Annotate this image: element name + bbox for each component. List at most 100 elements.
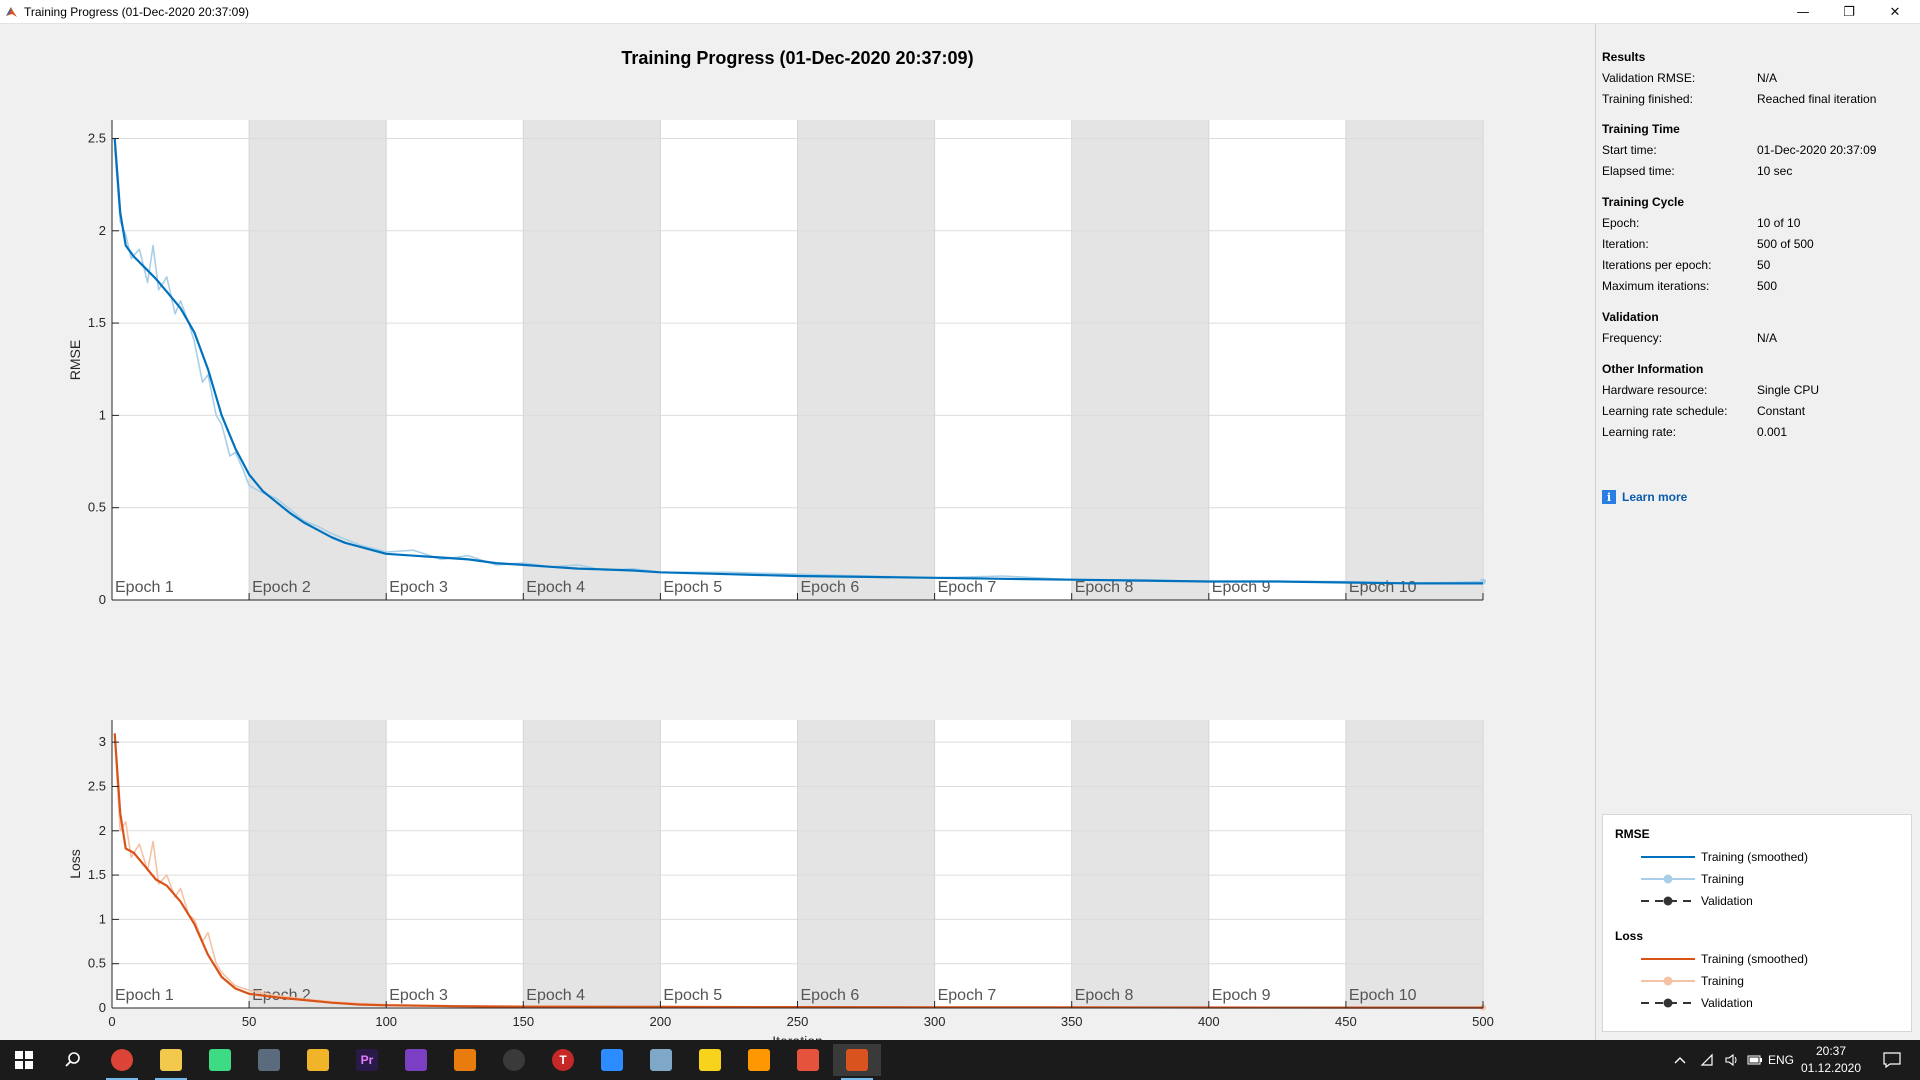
chevron-up-icon[interactable] xyxy=(1668,1040,1692,1080)
loss-y-tick-label: 1 xyxy=(99,911,106,926)
validation-rmse-value: N/A xyxy=(1757,71,1778,85)
restore-button[interactable]: ❐ xyxy=(1843,4,1855,20)
sublime-text-icon[interactable] xyxy=(735,1044,783,1076)
loss-epoch-label: Epoch 1 xyxy=(115,987,174,1004)
app-diamond-icon[interactable] xyxy=(784,1044,832,1076)
legend-rmse-item: Training xyxy=(1641,871,1744,887)
legend-swatch xyxy=(1641,998,1695,1008)
loss-epoch-label: Epoch 3 xyxy=(389,987,448,1004)
loss-chart[interactable]: Epoch 1 Epoch 2 Epoch 3 Epoch 4 Epoch 5 Epoch… xyxy=(0,664,1595,1064)
legend-loss-item: Training xyxy=(1641,973,1744,989)
loss-x-tick-label: 400 xyxy=(1198,1014,1220,1029)
panel-divider xyxy=(1595,24,1596,1040)
language-indicator[interactable]: ENG xyxy=(1767,1053,1794,1067)
loss-x-tick-label: 300 xyxy=(924,1014,946,1029)
legend-loss-item: Training (smoothed) xyxy=(1641,951,1808,967)
zoom-icon[interactable] xyxy=(588,1044,636,1076)
training-cycle-title: Training Cycle xyxy=(1602,195,1685,209)
info-icon: i xyxy=(1602,490,1616,504)
rmse-epoch-label: Epoch 9 xyxy=(1212,579,1271,596)
app-t-icon[interactable]: T xyxy=(539,1044,587,1076)
start-icon[interactable] xyxy=(0,1044,48,1076)
loss-epoch-label: Epoch 6 xyxy=(801,987,860,1004)
rmse-y-tick-label: 0 xyxy=(99,592,106,604)
loss-epoch-band xyxy=(523,720,661,1008)
frequency-label: Frequency: xyxy=(1602,331,1663,345)
loss-y-tick-label: 3 xyxy=(99,734,106,749)
clock-date: 01.12.2020 xyxy=(1800,1061,1862,1075)
loss-y-tick-label: 1.5 xyxy=(88,867,106,882)
iterations-per-epoch-value: 50 xyxy=(1757,258,1771,272)
android-studio-icon[interactable] xyxy=(196,1044,244,1076)
loss-y-tick-label: 0 xyxy=(99,1000,106,1015)
learning-rate-schedule-value: Constant xyxy=(1757,404,1806,418)
legend-label: Training xyxy=(1701,974,1744,988)
rmse-epoch-label: Epoch 5 xyxy=(663,579,722,596)
loss-y-tick-label: 2.5 xyxy=(88,778,106,793)
legend-rmse-title: RMSE xyxy=(1615,827,1650,841)
battery-icon[interactable] xyxy=(1744,1040,1766,1080)
close-button[interactable]: ✕ xyxy=(1889,4,1901,20)
loss-x-tick-label: 0 xyxy=(108,1014,115,1029)
network-icon[interactable] xyxy=(1696,1040,1718,1080)
epoch-value: 10 of 10 xyxy=(1757,216,1801,230)
legend-loss-title: Loss xyxy=(1615,929,1644,943)
app-bird-icon[interactable] xyxy=(637,1044,685,1076)
legend-swatch xyxy=(1641,896,1695,906)
validation-title: Validation xyxy=(1602,310,1659,324)
chrome-icon[interactable] xyxy=(98,1044,146,1080)
app-tool-icon[interactable] xyxy=(294,1044,342,1076)
loss-x-tick-label: 100 xyxy=(375,1014,397,1029)
learn-more-link[interactable]: i Learn more xyxy=(1602,490,1687,504)
rmse-epoch-band xyxy=(797,120,935,600)
blender-icon[interactable] xyxy=(441,1044,489,1076)
loss-series-training-smoothed xyxy=(113,733,1483,1009)
training-time-title: Training Time xyxy=(1602,122,1680,136)
legend-rmse-item: Training (smoothed) xyxy=(1641,849,1808,865)
maximum-iterations-label: Maximum iterations: xyxy=(1602,279,1710,293)
sticky-notes-icon[interactable] xyxy=(686,1044,734,1076)
obs-icon[interactable] xyxy=(490,1044,538,1076)
search-icon[interactable] xyxy=(49,1044,97,1076)
loss-epoch-label: Epoch 4 xyxy=(526,987,585,1004)
legend-label: Validation xyxy=(1701,894,1753,908)
rmse-epoch-label: Epoch 4 xyxy=(526,579,585,596)
loss-x-tick-label: 200 xyxy=(650,1014,672,1029)
rmse-epoch-label: Epoch 8 xyxy=(1075,579,1134,596)
rmse-epoch-label: Epoch 1 xyxy=(115,579,174,596)
rmse-y-tick-label: 1.5 xyxy=(88,315,106,330)
rmse-epoch-label: Epoch 3 xyxy=(389,579,448,596)
premiere-pro-icon[interactable]: Pr xyxy=(343,1044,391,1076)
rmse-y-tick-label: 1 xyxy=(99,407,106,422)
window-titlebar: Training Progress (01-Dec-2020 20:37:09)… xyxy=(0,0,1920,24)
loss-x-tick-label: 250 xyxy=(787,1014,809,1029)
file-explorer-icon[interactable] xyxy=(147,1044,195,1080)
loss-x-tick-label: 50 xyxy=(242,1014,256,1029)
frequency-value: N/A xyxy=(1757,331,1778,345)
rmse-epoch-band xyxy=(523,120,661,600)
rmse-epoch-label: Epoch 2 xyxy=(252,579,311,596)
minimize-button[interactable]: — xyxy=(1796,4,1810,20)
loss-epoch-label: Epoch 7 xyxy=(938,987,997,1004)
calculator-icon[interactable] xyxy=(245,1044,293,1076)
loss-x-tick-label: 500 xyxy=(1472,1014,1494,1029)
loss-y-axis-label: Loss xyxy=(67,849,83,879)
legend-swatch xyxy=(1641,958,1695,960)
visual-studio-icon[interactable] xyxy=(392,1044,440,1076)
plot-title: Training Progress (01-Dec-2020 20:37:09) xyxy=(621,48,974,68)
hardware-resource-label: Hardware resource: xyxy=(1602,383,1708,397)
loss-x-tick-label: 150 xyxy=(512,1014,534,1029)
training-figure: Training Progress (01-Dec-2020 20:37:09)… xyxy=(0,24,1595,1049)
loss-epoch-label: Epoch 10 xyxy=(1349,987,1417,1004)
learning-rate-label: Learning rate: xyxy=(1602,425,1677,439)
matlab-icon[interactable] xyxy=(833,1044,881,1080)
iteration-label: Iteration: xyxy=(1602,237,1649,251)
clock[interactable]: 20:37 01.12.2020 xyxy=(1795,1043,1867,1077)
volume-icon[interactable] xyxy=(1720,1040,1742,1080)
elapsed-time-label: Elapsed time: xyxy=(1602,164,1675,178)
notifications-icon[interactable] xyxy=(1872,1040,1912,1080)
legend-label: Validation xyxy=(1701,996,1753,1010)
rmse-y-axis-label: RMSE xyxy=(67,340,83,380)
legend-swatch xyxy=(1641,856,1695,858)
rmse-chart[interactable]: Epoch 1 Epoch 2 Epoch 3 Epoch 4 Epoch 5 Epoch… xyxy=(0,84,1595,604)
